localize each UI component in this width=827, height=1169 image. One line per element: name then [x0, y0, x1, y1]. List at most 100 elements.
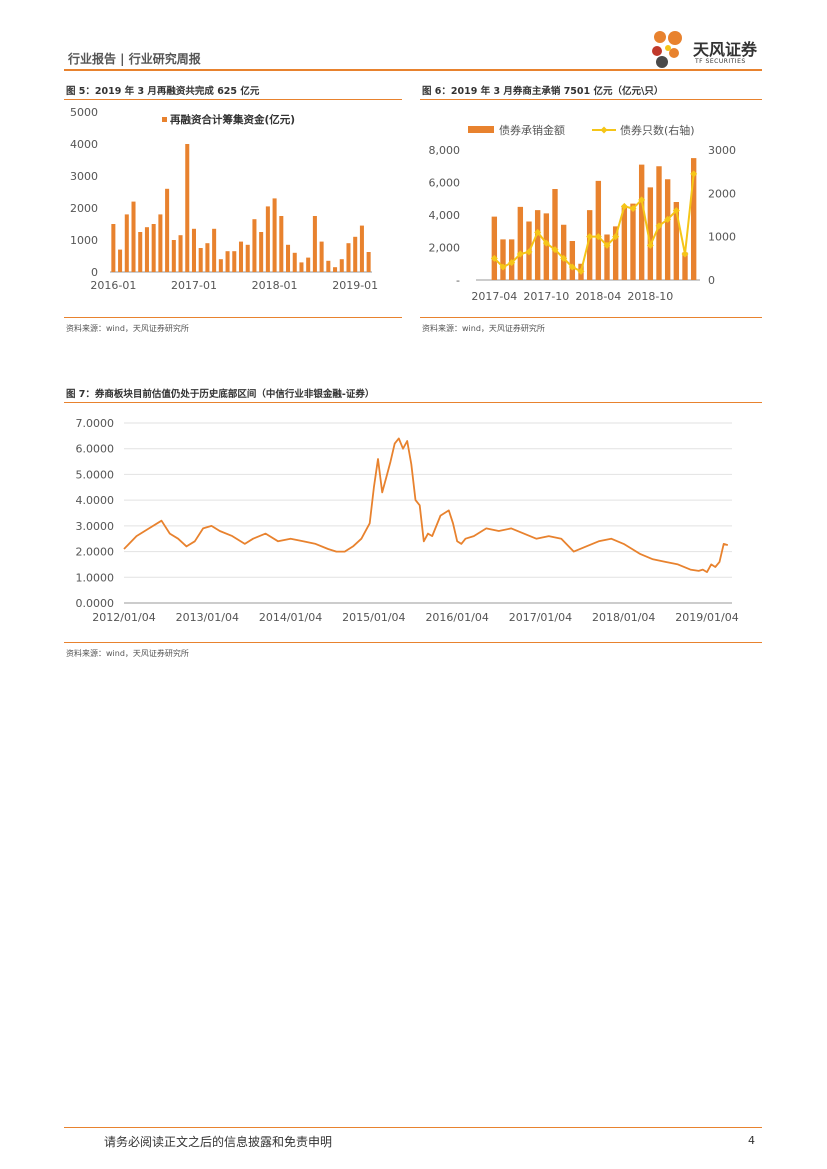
fig7-x-tick-label: 2018/01/04: [592, 611, 655, 624]
fig5-bar: [359, 225, 364, 272]
fig5-bar: [259, 232, 264, 272]
fig5-bar: [326, 260, 331, 272]
fig6-bar: [638, 164, 645, 280]
fig5-bar: [144, 227, 149, 272]
fig6-y-left-tick-label: 6,000: [429, 177, 461, 190]
fig6-legend-bar-label: 债券承销金额: [499, 123, 565, 137]
fig5-x-tick-label: 2018-01: [252, 279, 298, 292]
fig6-bar: [630, 203, 636, 280]
fig6-bar: [552, 189, 558, 280]
fig6-bar: [517, 206, 524, 280]
header-rule: [64, 69, 762, 71]
company-logo: 天风证券 TF SECURITIES: [648, 28, 766, 70]
fig7-source: 资料来源：wind，天风证券研究所: [66, 649, 189, 658]
fig6-line-point: [577, 267, 585, 275]
fig7-x-tick-label: 2019/01/04: [675, 611, 738, 624]
fig6-y-right-tick-label: 3000: [708, 144, 736, 157]
fig6-line-point: [638, 196, 646, 204]
fig6-line-point: [516, 250, 524, 258]
fig7-title: 图 7：券商板块目前估值仍处于历史底部区间（中信行业非银金融-证券）: [66, 389, 375, 400]
fig5-y-tick-label: 0: [91, 266, 98, 279]
fig7-foot-rule: [64, 642, 762, 643]
fig6-y-right-tick-label: 0: [708, 274, 715, 287]
fig5-y-tick-label: 1000: [70, 234, 98, 247]
fig6-line-point: [612, 233, 620, 241]
report-header-title: 行业报告 | 行业研究周报: [68, 52, 201, 66]
fig6-bar: [586, 210, 593, 280]
fig5-legend-swatch: [162, 117, 167, 122]
fig6-bar: [673, 202, 680, 280]
fig6-x-tick-label: 2017-10: [523, 290, 569, 303]
fig5-y-tick-label: 3000: [70, 170, 98, 183]
fig5-chart: 0 1000 2000 3000 4000 5000 2016-01 2017-01 2018-…: [70, 106, 378, 292]
fig7-y-tick-label: 1.0000: [76, 571, 115, 584]
fig6-line-point: [629, 205, 637, 212]
fig5-source: 资料来源：wind，天风证券研究所: [66, 324, 189, 333]
fig6-bar: [664, 179, 671, 280]
fig6-bar: [500, 239, 506, 280]
fig6-line-point: [655, 222, 663, 230]
fig6-legend-bar-swatch: [468, 126, 494, 133]
fig5-bar: [218, 259, 223, 272]
fig5-bar: [312, 216, 317, 272]
fig6-y-left-tick-label: 8,000: [429, 144, 461, 157]
fig5-bar: [299, 262, 304, 272]
fig5-bar: [171, 240, 176, 272]
fig7-y-tick-label: 4.0000: [76, 494, 115, 507]
fig5-bar: [346, 243, 351, 272]
fig6-y-left-tick-label: 2,000: [429, 242, 461, 255]
fig5-bar: [232, 251, 237, 272]
fig6-bar: [543, 213, 550, 280]
fig7-x-tick-label: 2016/01/04: [425, 611, 488, 624]
fig5-bar: [131, 201, 136, 272]
fig5-bar: [286, 244, 291, 272]
fig5-bar: [178, 235, 183, 272]
footer-rule: [64, 1127, 762, 1128]
fig5-bar: [205, 243, 210, 272]
fig6-bar: [604, 234, 610, 280]
fig6-bar: [595, 180, 602, 280]
fig6-line-point: [690, 170, 698, 178]
fig5-bar: [252, 219, 257, 272]
fig7-y-tick-label: 7.0000: [76, 417, 115, 430]
fig5-bar: [212, 228, 217, 272]
fig5-legend-label: 再融资合计筹集资金(亿元): [170, 113, 295, 126]
fig6-line-point: [560, 254, 568, 262]
fig6-source: 资料来源：wind，天风证券研究所: [422, 324, 545, 333]
fig5-bar: [292, 252, 297, 272]
logo-flower-icon: [652, 31, 682, 68]
fig5-bar: [111, 224, 116, 272]
fig6-line-point: [646, 241, 654, 249]
fig6-legend-line-label: 债券只数(右轴): [620, 123, 695, 137]
fig5-bar: [198, 248, 203, 272]
footer-disclaimer: 请务必阅读正文之后的信息披露和免责申明: [104, 1135, 333, 1149]
fig7-title-rule: [64, 402, 762, 403]
fig5-title-rule: [64, 99, 402, 100]
fig6-y-right-tick-label: 2000: [708, 187, 736, 200]
fig6-bar: [534, 210, 541, 280]
fig6-bar: [621, 206, 628, 280]
fig6-x-tick-label: 2017-04: [471, 290, 517, 303]
fig6-bar: [491, 216, 498, 280]
fig6-line-point: [594, 233, 602, 241]
fig7-x-tick-label: 2013/01/04: [176, 611, 239, 624]
fig6-title: 图 6：2019 年 3 月券商主承销 7501 亿元（亿元\只）: [422, 86, 664, 97]
fig6-line-point: [586, 233, 594, 241]
fig5-bar: [339, 259, 344, 272]
fig6-title-rule: [420, 99, 762, 100]
fig5-bar: [191, 228, 196, 272]
fig5-bar: [319, 241, 324, 272]
fig5-bar: [185, 144, 190, 272]
fig6-chart: - 2,000 4,000 6,000 8,000 0 1000 2000 3000 2017-0…: [429, 123, 737, 303]
logo-english-name: TF SECURITIES: [695, 58, 746, 65]
fig5-bar: [124, 214, 129, 272]
fig5-bar: [272, 198, 277, 272]
fig7-line-series: [123, 437, 729, 574]
fig6-line-point: [534, 228, 542, 236]
fig7-x-tick-label: 2014/01/04: [259, 611, 322, 624]
fig7-y-tick-label: 3.0000: [76, 520, 115, 533]
fig5-bar: [245, 244, 250, 272]
fig6-line-point: [499, 263, 507, 271]
fig6-bar: [647, 187, 654, 280]
fig6-line-series: [493, 173, 695, 273]
